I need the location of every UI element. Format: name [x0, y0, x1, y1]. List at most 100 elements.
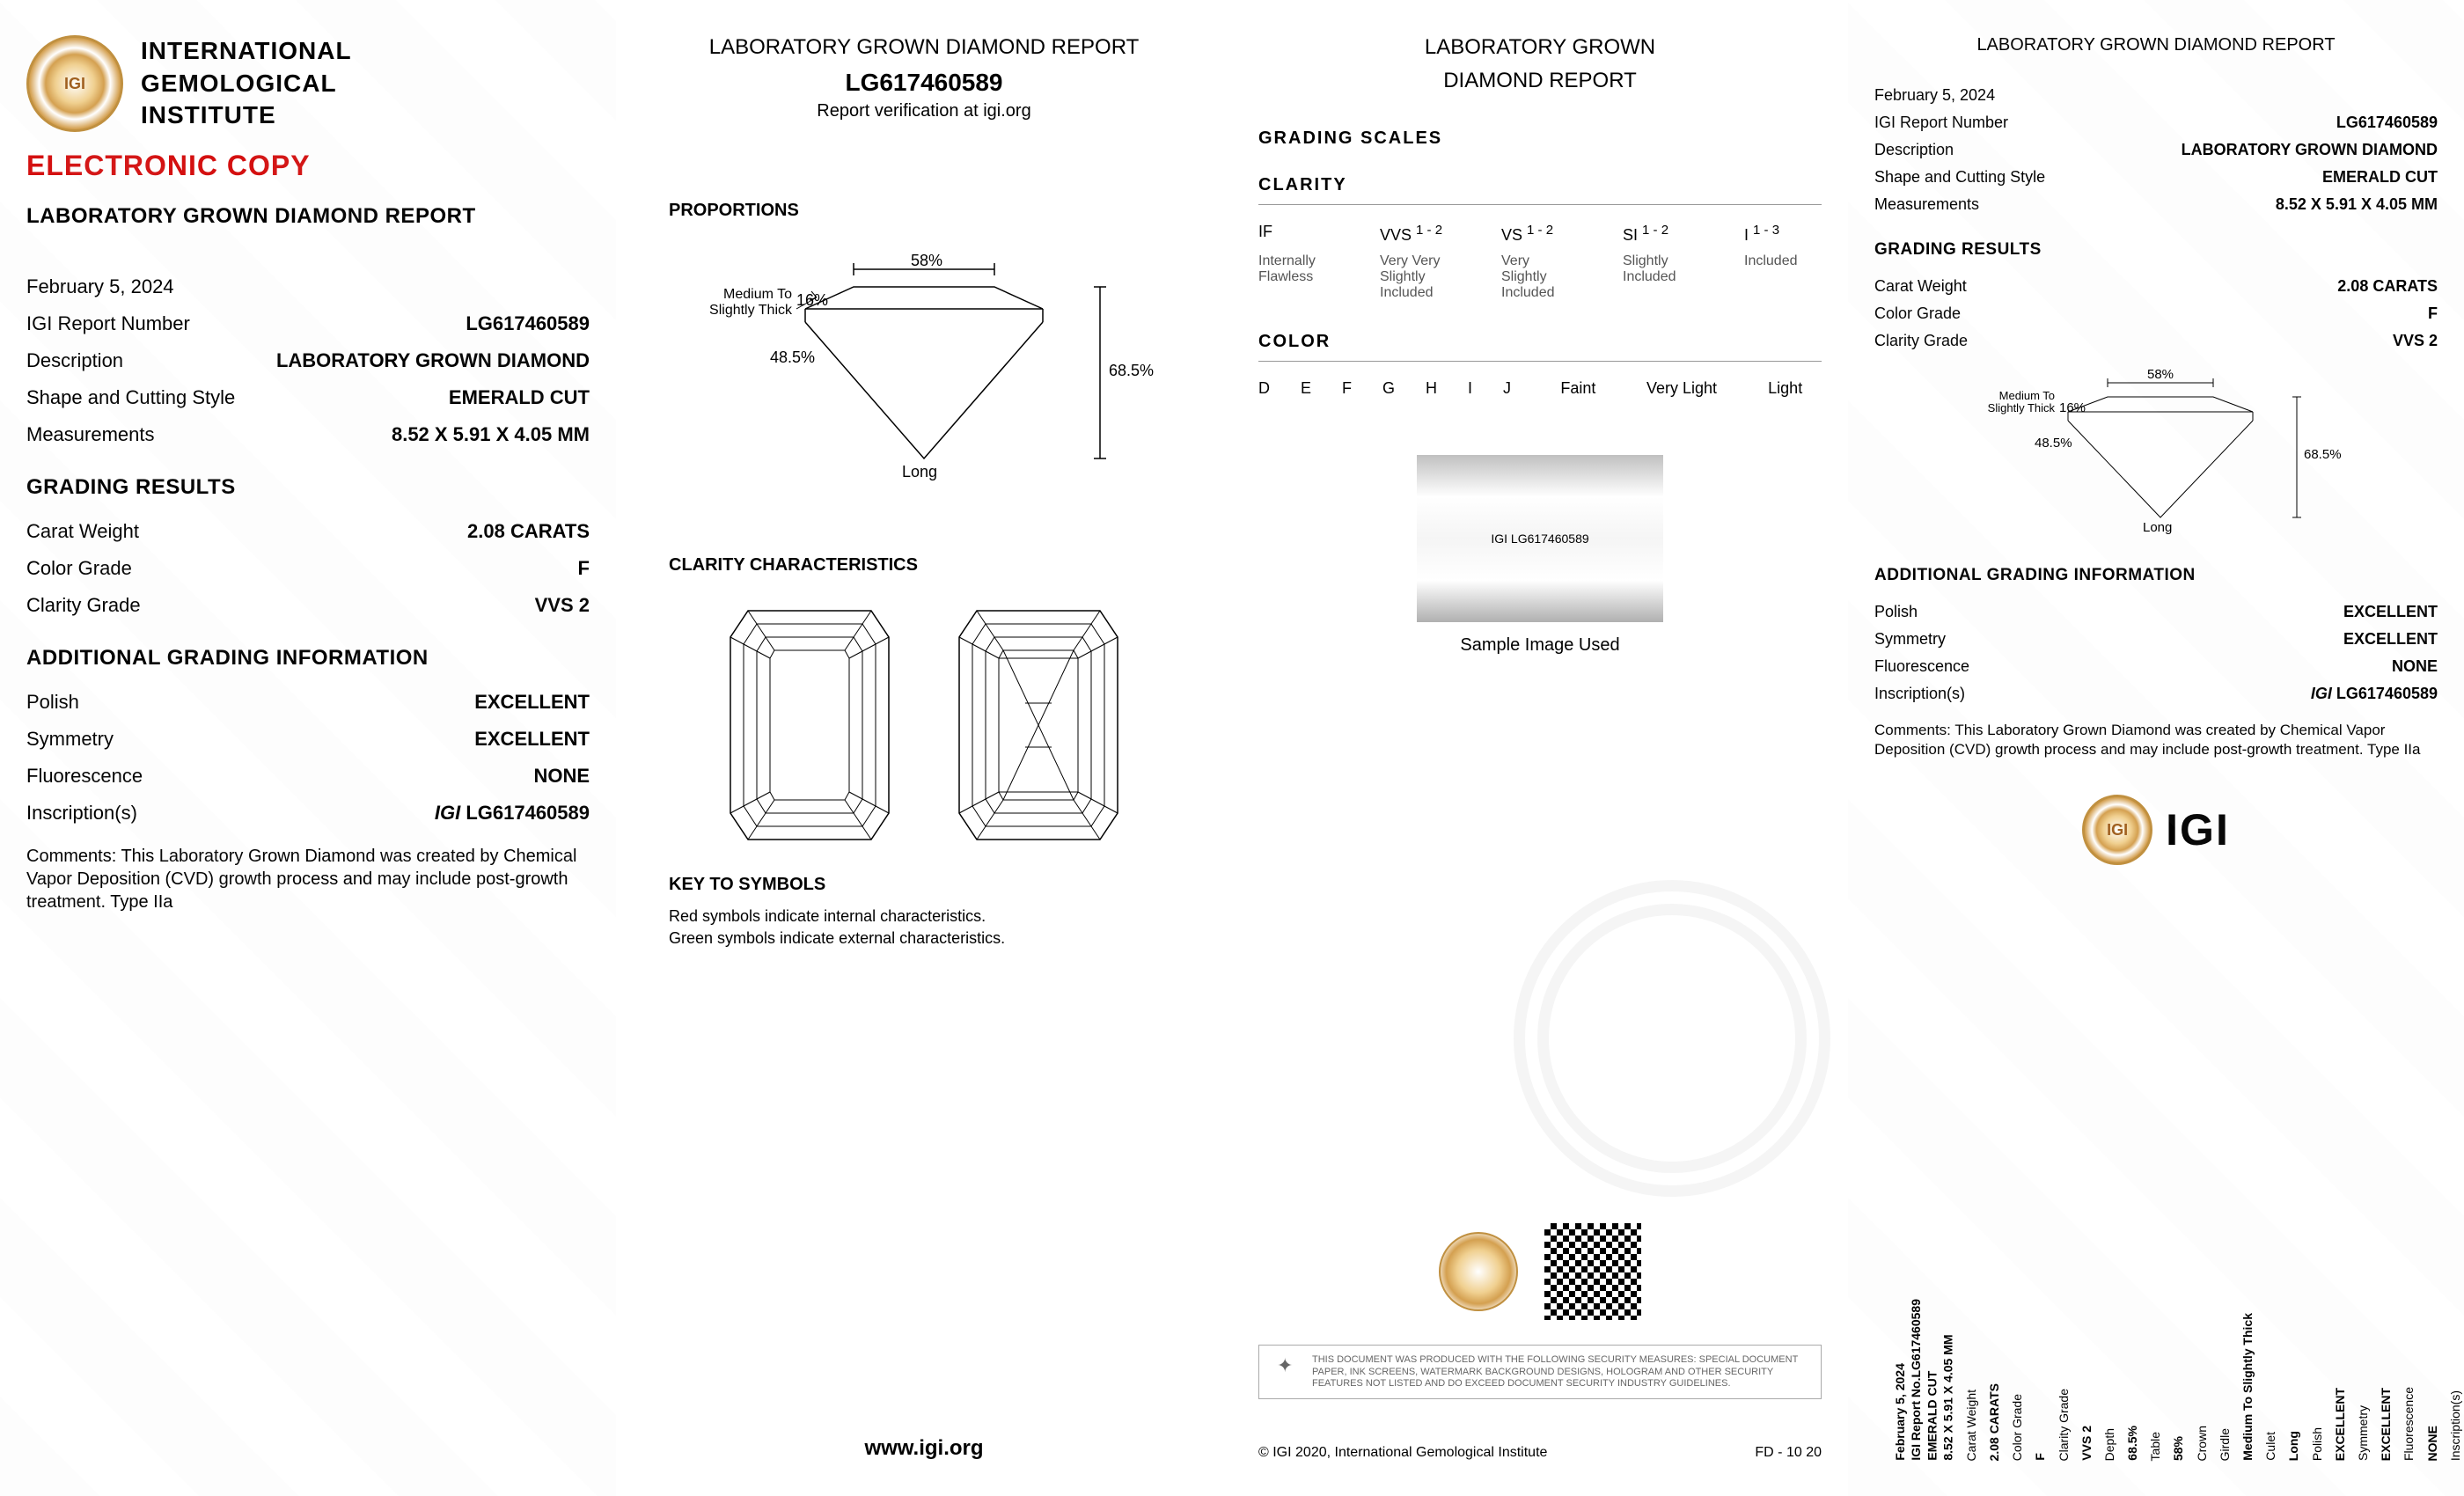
desc-i: Included	[1744, 253, 1822, 301]
measurements-label: Measurements	[26, 423, 155, 446]
sw-girdle-label: Girdle	[2217, 1428, 2233, 1461]
report-num-hdr: LG617460589	[642, 69, 1206, 97]
electronic-copy: ELECTRONIC COPY	[26, 150, 590, 182]
sw-depth-label: Depth	[2101, 1428, 2117, 1461]
sw-fluor: NONE	[2424, 1426, 2440, 1461]
org-line2: GEMOLOGICAL	[141, 68, 352, 99]
proportions-diagram: 58% 16% 48.5% 68.5% Medium To Slightly T…	[704, 238, 1144, 485]
emerald-bottom-icon	[950, 602, 1126, 848]
grading-results-title-4: GRADING RESULTS	[1874, 240, 2438, 260]
girdle-label: Medium To Slightly Thick	[695, 287, 792, 318]
inscription-prefix: IGI	[435, 802, 460, 824]
report-number-row: IGI Report NumberLG617460589	[26, 305, 590, 342]
inscr-num-4: LG617460589	[2336, 685, 2438, 702]
crown-pct: 16%	[796, 291, 828, 310]
sw-clarity: VVS 2	[2079, 1426, 2094, 1461]
culet-label: Long	[902, 463, 937, 481]
inscription-num: LG617460589	[466, 802, 590, 824]
report-title-4: LABORATORY GROWN DIAMOND REPORT	[1874, 35, 2438, 55]
description-value: LABORATORY GROWN DIAMOND	[276, 349, 590, 372]
val-fluor-4: NONE	[2392, 657, 2438, 676]
culet-4: Long	[2143, 520, 2172, 535]
val-sym-4: EXCELLENT	[2343, 630, 2438, 649]
table-pct-4: 58%	[2147, 367, 2174, 382]
polish-label: Polish	[26, 691, 79, 714]
shape-value: EMERALD CUT	[449, 386, 590, 409]
crown-pct-4: 16%	[2059, 400, 2086, 415]
val-polish-4: EXCELLENT	[2343, 603, 2438, 621]
grade-d: D	[1258, 379, 1270, 398]
clarity-if: IF	[1258, 223, 1336, 245]
panel-center-left: LABORATORY GROWN DIAMOND REPORT LG617460…	[616, 0, 1232, 1496]
sample-inscription: IGI LG617460589	[1491, 532, 1588, 546]
lbl-shape-4: Shape and Cutting Style	[1874, 168, 2045, 187]
panel-left: INTERNATIONAL GEMOLOGICAL INSTITUTE ELEC…	[0, 0, 616, 1496]
clarity-row-4: Clarity GradeVVS 2	[1874, 327, 2438, 355]
val-inscr-4: IGI LG617460589	[2311, 685, 2438, 703]
fluorescence-row-4: FluorescenceNONE	[1874, 653, 2438, 680]
shape-row: Shape and Cutting StyleEMERALD CUT	[26, 379, 590, 416]
polish-row: Polish EXCELLENT	[26, 684, 590, 721]
lbl-meas-4: Measurements	[1874, 195, 1979, 214]
date-4: February 5, 2024	[1874, 86, 1995, 105]
report-verification: Report verification at igi.org	[642, 101, 1206, 121]
measurements-row: Measurements 8.52 X 5.91 X 4.05 MM	[26, 416, 590, 453]
additional-title: ADDITIONAL GRADING INFORMATION	[26, 646, 590, 671]
grade-i: I	[1468, 379, 1472, 398]
date-value: February 5, 2024	[26, 275, 174, 298]
clarity-label: Clarity Grade	[26, 594, 141, 617]
symmetry-label: Symmetry	[26, 728, 114, 751]
color-value: F	[578, 557, 590, 580]
val-desc-4: LABORATORY GROWN DIAMOND	[2182, 141, 2438, 159]
lbl-inscr-4: Inscription(s)	[1874, 685, 1965, 703]
date-row-4: February 5, 2024	[1874, 82, 2438, 109]
sw-carat: 2.08 CARATS	[1986, 1383, 2002, 1461]
seal-watermark-icon	[1514, 880, 1830, 1197]
clarity-scale-title: CLARITY	[1258, 175, 1822, 195]
sw-polish: EXCELLENT	[2332, 1388, 2348, 1461]
grade-g: G	[1382, 379, 1395, 398]
additional-title-4: ADDITIONAL GRADING INFORMATION	[1874, 566, 2438, 585]
logo-row: INTERNATIONAL GEMOLOGICAL INSTITUTE	[26, 35, 590, 132]
grade-h: H	[1426, 379, 1437, 398]
grading-scales-title: GRADING SCALES	[1258, 128, 1822, 149]
polish-row-4: PolishEXCELLENT	[1874, 598, 2438, 626]
report-number-row-4: IGI Report NumberLG617460589	[1874, 109, 2438, 136]
sw-fluor-label: Fluorescence	[2401, 1387, 2416, 1461]
igi-seal-icon	[26, 35, 123, 132]
clarity-value: VVS 2	[535, 594, 590, 617]
color-row-4: Color GradeF	[1874, 300, 2438, 327]
val-rn-4: LG617460589	[2336, 114, 2438, 132]
clarity-row: Clarity Grade VVS 2	[26, 587, 590, 624]
grade-j: J	[1503, 379, 1511, 398]
clarity-si: SI 1 - 2	[1623, 223, 1700, 245]
igi-brand-text: IGI	[2166, 804, 2230, 855]
val-color-4: F	[2428, 304, 2438, 323]
qr-code-icon	[1544, 1223, 1641, 1320]
desc-vs: Very Slightly Included	[1501, 253, 1579, 301]
measurements-value: 8.52 X 5.91 X 4.05 MM	[392, 423, 590, 446]
description-row-4: DescriptionLABORATORY GROWN DIAMOND	[1874, 136, 2438, 164]
sw-culet: Long	[2285, 1431, 2301, 1461]
igi-report-label: IGI Report Number	[26, 312, 190, 335]
description-label: Description	[26, 349, 123, 372]
key-text-1: Red symbols indicate internal characteri…	[669, 906, 1206, 928]
sw-sym-label: Symmetry	[2355, 1405, 2371, 1461]
copyright: © IGI 2020, International Gemological In…	[1258, 1445, 1547, 1461]
grade-e: E	[1301, 379, 1311, 398]
lbl-clarity-4: Clarity Grade	[1874, 332, 1968, 350]
comments: Comments: This Laboratory Grown Diamond …	[26, 845, 590, 913]
sample-image: IGI LG617460589	[1417, 455, 1663, 622]
color-label: Color Grade	[26, 557, 132, 580]
website: www.igi.org	[616, 1436, 1232, 1461]
seal-qr-row	[1439, 1223, 1641, 1320]
color-grades-row: D E F G H I J Faint Very Light Light	[1258, 375, 1822, 402]
sw-color: F	[2032, 1453, 2048, 1461]
table-pct: 58%	[911, 252, 942, 270]
desc-if: Internally Flawless	[1258, 253, 1336, 301]
sw-sym: EXCELLENT	[2378, 1388, 2394, 1461]
polish-value: EXCELLENT	[474, 691, 590, 714]
sample-caption: Sample Image Used	[1258, 635, 1822, 656]
measurements-row-4: Measurements8.52 X 5.91 X 4.05 MM	[1874, 191, 2438, 218]
range-verylight: Very Light	[1646, 379, 1719, 398]
